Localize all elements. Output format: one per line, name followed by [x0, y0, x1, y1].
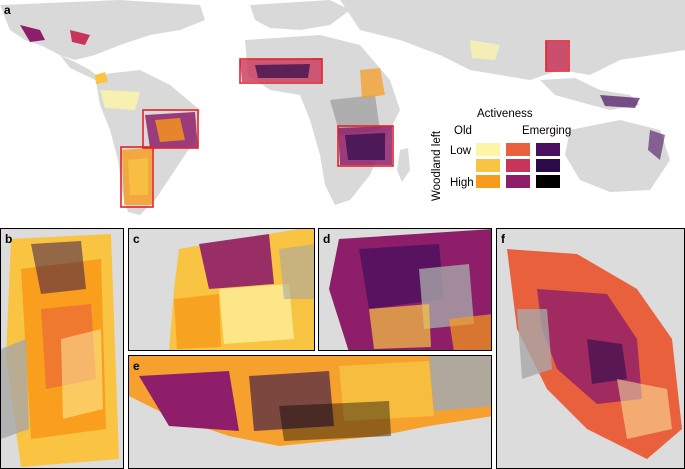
highlight-box-c: [142, 109, 199, 149]
world-map-svg: [0, 0, 685, 215]
legend-swatch-mid-mid: [506, 159, 530, 172]
north-america-landmass: [0, 0, 205, 60]
panel-label-f: f: [501, 232, 505, 246]
legend-swatch-low-mid: [506, 143, 530, 156]
panel-e-svg: [129, 356, 491, 446]
panel-label-e: e: [133, 359, 140, 373]
legend-y-axis-label: Woodland left: [431, 130, 443, 201]
panel-d-svg: [329, 229, 491, 350]
legend-row-low: Low: [450, 145, 472, 157]
panel-c-map: c: [128, 228, 315, 351]
legend-swatch-high-emerging: [536, 175, 560, 188]
legend-swatch-high-mid: [506, 175, 530, 188]
legend-swatch-mid-old: [476, 159, 500, 172]
panel-f-svg: [507, 249, 682, 459]
highlight-box-b: [120, 146, 154, 208]
panel-label-d: d: [323, 232, 331, 246]
panel-label-c: c: [133, 232, 140, 246]
legend-swatch-high-old: [476, 175, 500, 188]
central-america-landmass: [60, 55, 100, 80]
panel-d-map: d: [318, 228, 492, 351]
legend-swatch-low-emerging: [536, 143, 560, 156]
highlight-box-d: [337, 125, 394, 167]
highlight-boxes: [120, 40, 570, 208]
panel-b-map: b: [0, 228, 124, 469]
legend-col-old: Old: [454, 125, 472, 137]
panel-f-map: f: [496, 228, 685, 469]
panel-label-b: b: [5, 232, 13, 246]
panel-b-svg: [1, 234, 119, 467]
panel-label-a: a: [4, 3, 11, 17]
panel-a-world-map: a: [0, 0, 685, 218]
legend-col-emerging: Emerging: [522, 125, 572, 137]
legend-swatch-mid-emerging: [536, 159, 560, 172]
panel-e-map: e: [128, 355, 492, 469]
highlight-box-f: [545, 40, 570, 72]
highlight-box-e: [239, 58, 323, 84]
asia-landmass: [340, 0, 685, 80]
australia-landmass: [565, 120, 670, 192]
panel-c-svg: [169, 229, 314, 350]
madagascar-landmass: [397, 148, 410, 182]
legend-swatch-low-old: [476, 143, 500, 156]
legend-row-high: High: [450, 177, 474, 189]
legend: Activeness Old Emerging Low High Woodlan…: [430, 105, 580, 201]
forest-patches: [20, 25, 665, 205]
legend-title: Activeness: [477, 108, 533, 120]
europe-landmass: [250, 0, 350, 30]
